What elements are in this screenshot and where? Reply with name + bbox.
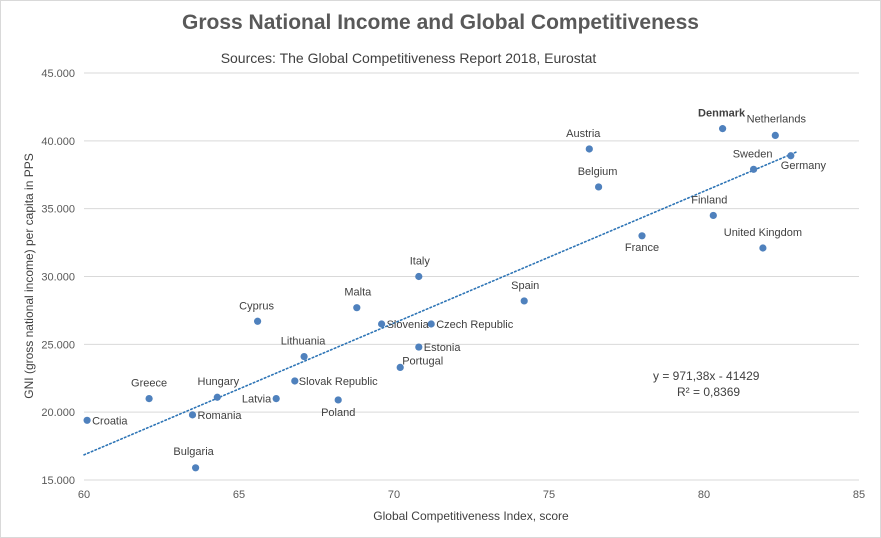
point-spain bbox=[520, 297, 528, 305]
point-united-kingdom bbox=[759, 244, 767, 252]
y-tick-label: 15.000 bbox=[41, 475, 75, 487]
point-label-united-kingdom: United Kingdom bbox=[724, 227, 802, 239]
point-label-germany: Germany bbox=[781, 160, 827, 172]
point-estonia bbox=[415, 343, 423, 351]
x-axis-title: Global Competitiveness Index, score bbox=[373, 509, 569, 523]
x-tick-label: 65 bbox=[233, 489, 245, 501]
point-austria bbox=[585, 145, 593, 153]
point-greece bbox=[145, 395, 153, 403]
x-tick-label: 60 bbox=[78, 489, 90, 501]
point-bulgaria bbox=[192, 464, 200, 472]
point-label-finland: Finland bbox=[691, 194, 727, 206]
x-tick-label: 85 bbox=[853, 489, 865, 501]
y-tick-label: 40.000 bbox=[41, 136, 75, 148]
point-label-malta: Malta bbox=[344, 287, 372, 299]
point-label-greece: Greece bbox=[131, 378, 167, 390]
point-label-sweden: Sweden bbox=[733, 148, 773, 160]
y-tick-label: 25.000 bbox=[41, 339, 75, 351]
point-label-bulgaria: Bulgaria bbox=[173, 446, 214, 458]
trendline-path bbox=[83, 150, 798, 456]
point-italy bbox=[415, 272, 423, 281]
point-label-france: France bbox=[625, 242, 659, 254]
y-axis-ticks: 15.000 20.000 25.000 30.000 35.000 40.000 45.0… bbox=[41, 68, 75, 487]
y-tick-label: 30.000 bbox=[41, 272, 75, 284]
trendline-r-squared: R² = 0,8369 bbox=[677, 385, 740, 399]
point-labels: Croatia Greece Bulgaria Romania Hungary Cypru… bbox=[92, 108, 826, 458]
point-denmark bbox=[719, 125, 727, 133]
chart-title: Gross National Income and Global Competi… bbox=[182, 11, 699, 34]
point-netherlands bbox=[771, 131, 779, 140]
point-label-slovenia: Slovenia bbox=[387, 319, 430, 331]
point-label-estonia: Estonia bbox=[424, 342, 462, 354]
point-finland bbox=[709, 211, 717, 220]
x-tick-label: 70 bbox=[388, 489, 400, 501]
data-points bbox=[83, 125, 795, 472]
x-tick-label: 75 bbox=[543, 489, 555, 501]
point-malta bbox=[353, 304, 361, 312]
point-portugal bbox=[396, 363, 404, 371]
point-label-spain: Spain bbox=[511, 280, 539, 292]
point-label-romania: Romania bbox=[198, 410, 243, 422]
point-france bbox=[638, 232, 646, 240]
point-romania bbox=[188, 411, 197, 419]
point-label-poland: Poland bbox=[321, 407, 355, 419]
y-tick-label: 45.000 bbox=[41, 68, 75, 80]
point-label-austria: Austria bbox=[566, 128, 601, 140]
chart-subtitle: Sources: The Global Competitiveness Repo… bbox=[220, 50, 597, 66]
x-axis-ticks: 60 65 70 75 80 85 bbox=[78, 489, 865, 501]
point-label-belgium: Belgium bbox=[578, 166, 618, 178]
y-tick-label: 35.000 bbox=[41, 204, 75, 216]
point-sweden bbox=[750, 165, 758, 173]
point-label-netherlands: Netherlands bbox=[747, 113, 807, 125]
point-label-croatia: Croatia bbox=[92, 415, 128, 427]
y-tick-label: 20.000 bbox=[41, 407, 75, 419]
point-label-cyprus: Cyprus bbox=[239, 300, 274, 312]
point-lithuania bbox=[300, 352, 308, 361]
trendline bbox=[83, 150, 798, 456]
trendline-equation: y = 971,38x - 41429 bbox=[653, 369, 760, 383]
point-label-latvia: Latvia bbox=[242, 394, 272, 406]
point-label-czech-republic: Czech Republic bbox=[436, 319, 514, 331]
point-poland bbox=[334, 396, 342, 404]
y-axis-title: GNI (gross national income) per capita i… bbox=[22, 153, 36, 398]
point-germany bbox=[787, 152, 795, 160]
point-label-lithuania: Lithuania bbox=[281, 336, 327, 348]
point-label-portugal: Portugal bbox=[402, 355, 443, 367]
point-czech-republic bbox=[427, 320, 435, 328]
point-label-hungary: Hungary bbox=[198, 376, 240, 388]
point-label-slovak-republic: Slovak Republic bbox=[299, 376, 378, 388]
point-slovak-republic bbox=[291, 377, 299, 385]
point-cyprus bbox=[254, 317, 262, 325]
point-croatia bbox=[83, 416, 91, 424]
point-belgium bbox=[595, 183, 603, 191]
x-tick-label: 80 bbox=[698, 489, 710, 501]
point-label-italy: Italy bbox=[410, 256, 431, 268]
point-latvia bbox=[272, 395, 280, 403]
point-hungary bbox=[213, 393, 221, 401]
point-label-denmark: Denmark bbox=[698, 108, 746, 120]
point-slovenia bbox=[378, 320, 386, 328]
gridlines bbox=[84, 72, 859, 481]
